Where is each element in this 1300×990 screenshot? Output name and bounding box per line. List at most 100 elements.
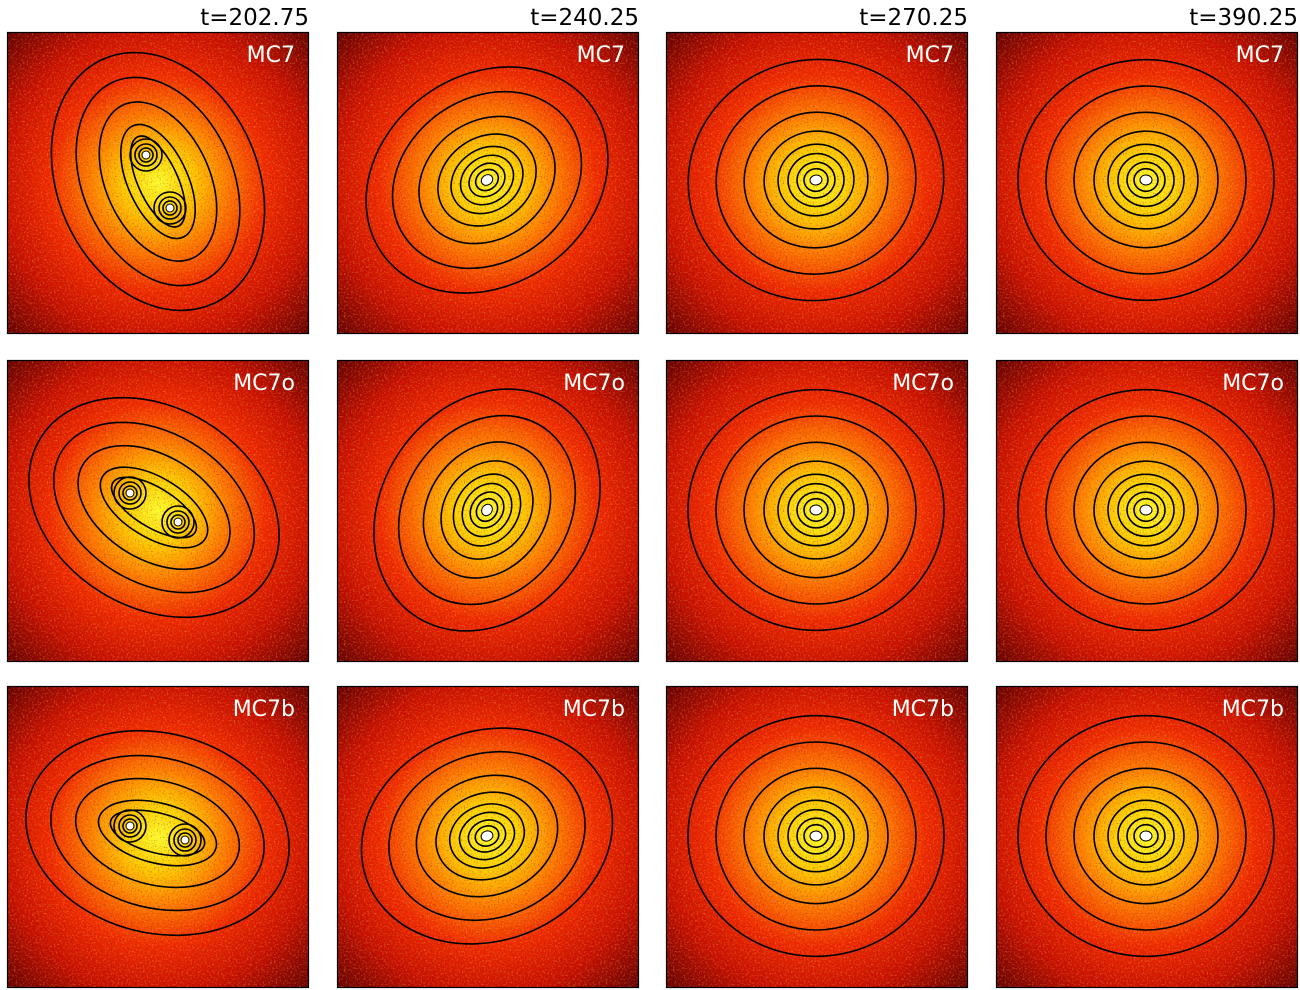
- panel-frame: [336, 31, 640, 335]
- contour: [1126, 161, 1166, 199]
- contour: [777, 473, 855, 547]
- contour: [50, 51, 266, 312]
- core: [480, 174, 494, 186]
- contour: [166, 510, 190, 534]
- noise: [7, 686, 309, 988]
- panel-frame: [665, 31, 969, 335]
- contour: [122, 485, 138, 501]
- contour: [796, 491, 836, 529]
- contour: [120, 123, 196, 240]
- contour: [138, 147, 154, 163]
- contour: [25, 729, 290, 937]
- contours: [365, 66, 609, 294]
- contour: [1117, 808, 1175, 864]
- contour: [787, 808, 845, 864]
- panel: MC7o: [665, 359, 969, 663]
- contour: [77, 444, 231, 571]
- contours: [687, 58, 945, 302]
- contour: [1126, 491, 1166, 529]
- contour: [435, 791, 539, 881]
- panel-label: MC7: [577, 43, 625, 68]
- contour: [1107, 473, 1185, 547]
- panel-label: MC7b: [563, 697, 625, 722]
- contour: [448, 803, 526, 869]
- contour: [1073, 441, 1219, 579]
- contour: [1073, 111, 1219, 249]
- contour: [360, 727, 614, 945]
- contour: [1093, 786, 1199, 886]
- panel-frame: [995, 685, 1299, 989]
- core: [1139, 830, 1153, 842]
- contour: [440, 460, 534, 560]
- contour: [177, 832, 193, 848]
- contour: [122, 818, 138, 834]
- contour: [715, 415, 917, 605]
- contour: [158, 196, 182, 220]
- panel-label: MC7o: [892, 371, 954, 396]
- contour: [397, 414, 577, 606]
- contour: [118, 481, 142, 505]
- panel-label: MC7b: [233, 697, 295, 722]
- contour: [1093, 130, 1199, 230]
- panel: MC7: [6, 31, 310, 335]
- contour: [437, 133, 537, 227]
- contour: [467, 819, 507, 853]
- contour: [118, 814, 142, 838]
- contours: [50, 51, 266, 312]
- contour: [459, 154, 515, 206]
- contour: [173, 828, 197, 852]
- contour: [777, 799, 855, 873]
- panel-label: MC7: [1236, 43, 1284, 68]
- panel: MC7o: [336, 359, 640, 663]
- contour: [422, 441, 552, 579]
- contours: [1017, 714, 1275, 958]
- contour: [373, 388, 601, 632]
- contours: [1017, 388, 1275, 632]
- column-title: t=240.25: [530, 5, 639, 31]
- contour: [796, 161, 836, 199]
- contour: [388, 750, 586, 922]
- panel-frame: [995, 31, 1299, 335]
- panel-label: MC7o: [1222, 371, 1284, 396]
- column-title: t=270.25: [859, 5, 968, 31]
- panel: MC7b: [6, 685, 310, 989]
- contour: [452, 473, 522, 547]
- core: [125, 821, 135, 831]
- contour: [1107, 799, 1185, 873]
- panel: MC7o: [995, 359, 1299, 663]
- contour: [743, 767, 889, 905]
- panel-frame: [6, 685, 310, 989]
- panel-frame: [665, 685, 969, 989]
- core: [125, 488, 135, 498]
- contour: [474, 168, 500, 192]
- panel: MC7: [995, 31, 1299, 335]
- panel-frame: [995, 359, 1299, 663]
- contour: [1045, 741, 1247, 931]
- contour: [1117, 482, 1175, 538]
- contour: [98, 101, 218, 262]
- contour: [153, 191, 187, 225]
- contour: [787, 482, 845, 538]
- panel-label: MC7b: [1222, 697, 1284, 722]
- contour: [715, 85, 917, 275]
- core: [1139, 174, 1153, 186]
- noise: [7, 360, 309, 662]
- panel-label: MC7b: [892, 697, 954, 722]
- panel: MC7: [336, 31, 640, 335]
- contour: [161, 505, 195, 539]
- contour: [763, 130, 869, 230]
- contour: [687, 714, 945, 958]
- panel-frame: [665, 359, 969, 663]
- contour: [1017, 58, 1275, 302]
- contours: [28, 396, 280, 619]
- panel-label: MC7: [906, 43, 954, 68]
- panel-label: MC7o: [563, 371, 625, 396]
- contour: [1017, 388, 1275, 632]
- contour: [28, 396, 280, 619]
- column-title: t=202.75: [200, 5, 309, 31]
- contour: [1093, 460, 1199, 560]
- contour: [50, 754, 265, 912]
- core: [480, 830, 494, 842]
- core: [1139, 504, 1153, 516]
